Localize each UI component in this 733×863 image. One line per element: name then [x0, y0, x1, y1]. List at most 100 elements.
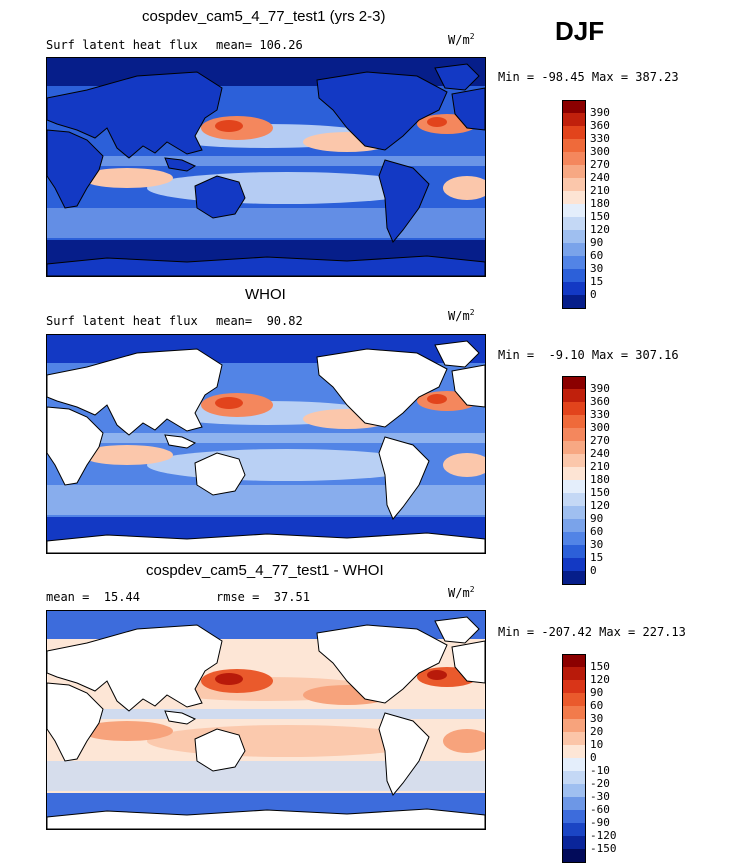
panel2-mean-label: mean= 90.82 — [216, 314, 303, 328]
colorbar-tick-label: 60 — [590, 249, 604, 262]
colorbar-swatch — [562, 100, 586, 113]
panel1-title: cospdev_cam5_4_77_test1 (yrs 2-3) — [142, 8, 386, 25]
kuroshio-core — [215, 397, 243, 409]
southern-midlatitude-band — [47, 761, 485, 791]
colorbar-tick-label: 330 — [590, 132, 610, 145]
colorbar-swatch — [562, 230, 586, 243]
colorbar-tick-label: 150 — [590, 210, 610, 223]
europe-landmass — [451, 640, 485, 684]
north-america-landmass — [316, 348, 448, 428]
south-america-landmass — [378, 159, 430, 243]
colorbar-swatch — [562, 269, 586, 282]
africa-landmass — [47, 129, 104, 209]
kuroshio-core — [215, 120, 243, 132]
indian-ocean-region — [81, 168, 173, 188]
colorbar-swatch — [562, 204, 586, 217]
antarctica-landmass — [47, 808, 485, 829]
colorbar-tick-label: 120 — [590, 499, 610, 512]
australia-landmass — [194, 728, 246, 772]
colorbar-swatch — [562, 415, 586, 428]
colorbar-swatch — [562, 732, 586, 745]
colorbar-tick-label: 10 — [590, 738, 604, 751]
panel2-map-graphic — [47, 335, 485, 553]
colorbar-swatch — [562, 571, 586, 584]
colorbar-tick-label: 0 — [590, 751, 597, 764]
colorbar-edge — [562, 584, 586, 585]
colorbar-tick-label: 180 — [590, 473, 610, 486]
north-america-landmass — [316, 624, 448, 704]
panel2-map — [46, 334, 486, 554]
colorbar-tick-label: 120 — [590, 223, 610, 236]
panel3-rmse-label: rmse = 37.51 — [216, 590, 310, 604]
south-atlantic-region — [443, 176, 485, 200]
colorbar-tick-label: -150 — [590, 842, 617, 855]
panel2-units: W/m2 — [448, 308, 475, 323]
colorbar-tick-label: 330 — [590, 408, 610, 421]
colorbar-tick-label: -60 — [590, 803, 610, 816]
colorbar-tick-label: 240 — [590, 447, 610, 460]
colorbar-swatch — [562, 454, 586, 467]
colorbar-tick-label: -30 — [590, 790, 610, 803]
colorbar-swatch — [562, 113, 586, 126]
colorbar-swatch — [562, 654, 586, 667]
colorbar-swatch — [562, 126, 586, 139]
colorbar-swatch — [562, 467, 586, 480]
europe-landmass — [451, 364, 485, 408]
equatorial-band — [47, 433, 485, 443]
panel1-field-label: Surf latent heat flux — [46, 38, 198, 52]
colorbar-swatch — [562, 243, 586, 256]
colorbar-swatch — [562, 784, 586, 797]
panel3-minmax: Min = -207.42 Max = 227.13 — [498, 625, 686, 639]
colorbar-tick-label: -90 — [590, 816, 610, 829]
colorbar-swatch — [562, 519, 586, 532]
colorbar-tick-label: 0 — [590, 564, 597, 577]
colorbar-tick-label: 210 — [590, 184, 610, 197]
gulf-stream-core — [427, 670, 447, 680]
colorbar-tick-label: 150 — [590, 486, 610, 499]
colorbar-swatch — [562, 706, 586, 719]
colorbar-tick-label: 90 — [590, 686, 604, 699]
greenland-landmass — [434, 63, 480, 91]
south-atlantic-region — [443, 729, 485, 753]
equatorial-band — [47, 709, 485, 719]
colorbar-tick-label: 90 — [590, 236, 604, 249]
maritime-islands — [164, 157, 197, 172]
indian-ocean-region — [81, 445, 173, 465]
southern-midlatitude-band — [47, 485, 485, 515]
colorbar-tick-label: 30 — [590, 712, 604, 725]
europe-landmass — [451, 87, 485, 131]
australia-landmass — [194, 175, 246, 219]
colorbar-swatch — [562, 441, 586, 454]
colorbar-tick-label: -10 — [590, 764, 610, 777]
colorbar-tick-label: 270 — [590, 158, 610, 171]
panel3-units: W/m2 — [448, 585, 475, 600]
colorbar-tick-label: 240 — [590, 171, 610, 184]
colorbar-swatch — [562, 558, 586, 571]
colorbar-swatch — [562, 389, 586, 402]
colorbar-swatch — [562, 295, 586, 308]
north-america-landmass — [316, 71, 448, 151]
kuroshio-core — [215, 673, 243, 685]
colorbar-swatch — [562, 376, 586, 389]
colorbar-swatch — [562, 217, 586, 230]
panel1-units: W/m2 — [448, 32, 475, 47]
colorbar-swatch — [562, 667, 586, 680]
gulf-stream-core — [427, 117, 447, 127]
panel3-map-graphic — [47, 611, 485, 829]
colorbar-tick-label: 30 — [590, 538, 604, 551]
panel2-field-label: Surf latent heat flux — [46, 314, 198, 328]
asia-europe-landmass — [47, 624, 223, 712]
panel2-title: WHOI — [245, 286, 286, 303]
colorbar-swatch — [562, 745, 586, 758]
antarctica-landmass — [47, 255, 485, 276]
colorbar-tick-label: 270 — [590, 434, 610, 447]
colorbar-tick-label: 390 — [590, 382, 610, 395]
panel2-minmax: Min = -9.10 Max = 307.16 — [498, 348, 679, 362]
greenland-landmass — [434, 616, 480, 644]
colorbar-tick-label: 120 — [590, 673, 610, 686]
colorbar-swatch — [562, 282, 586, 295]
equatorial-band — [47, 156, 485, 166]
panel3-map — [46, 610, 486, 830]
colorbar-tick-label: 300 — [590, 421, 610, 434]
colorbar-swatch — [562, 719, 586, 732]
